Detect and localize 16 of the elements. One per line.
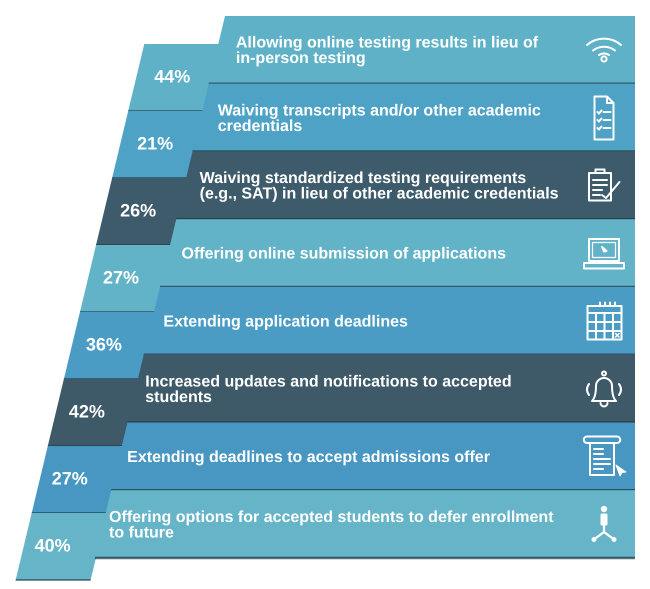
category-label: Waiving standardized testing requirements (e.g., SAT) in lieu of other academic credentials <box>200 170 559 203</box>
category-label: Increased updates and notifications to accepted students <box>145 373 512 406</box>
category-label: Extending deadlines to accept admissions offer <box>127 448 490 466</box>
data-label: 44% <box>154 66 190 86</box>
data-label: 26% <box>120 200 156 220</box>
data-label: 27% <box>52 468 88 488</box>
category-label: Extending application deadlines <box>163 313 408 330</box>
data-label: 27% <box>102 267 140 288</box>
category-label: Offering online submission of applications <box>182 246 506 263</box>
category-label: Offering options for accepted students to defer enrollment to future <box>109 508 554 542</box>
data-label: 42% <box>68 401 105 422</box>
category-label: Waiving transcripts and/or other academic credentials <box>218 102 541 135</box>
data-label: 40% <box>34 535 71 556</box>
category-label: Allowing online testing results in lieu of in-person testing <box>236 34 539 68</box>
data-label: 21% <box>137 133 174 154</box>
data-label: 36% <box>86 334 122 354</box>
